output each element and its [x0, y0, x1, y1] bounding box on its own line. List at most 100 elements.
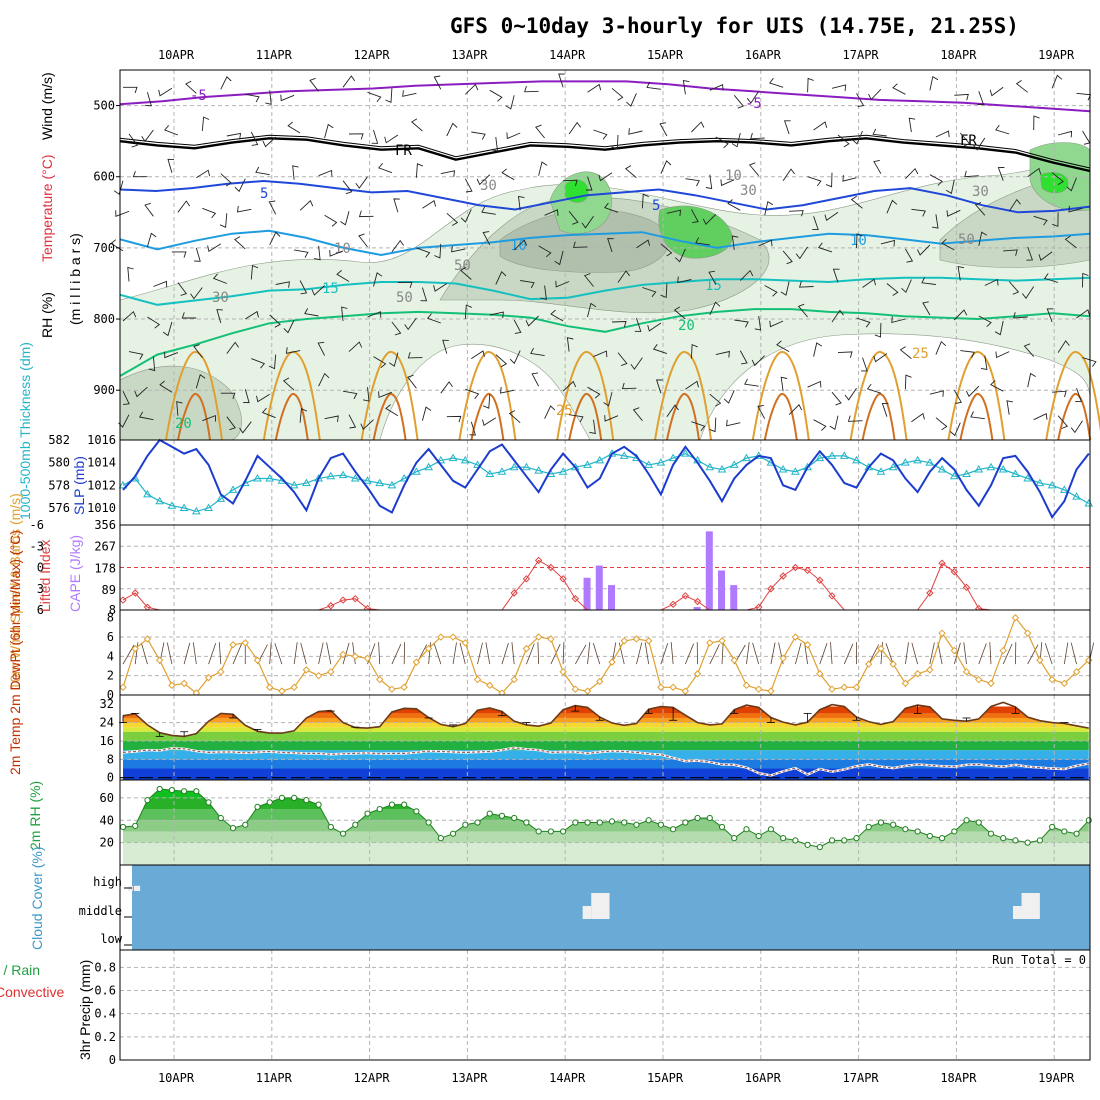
wind-barb: [348, 133, 364, 140]
pressure-tick-label: 600: [93, 170, 115, 184]
wind-barb: [287, 121, 301, 134]
wind10m-point: [583, 687, 592, 695]
rh2m-point: [254, 803, 261, 810]
wind10m-point: [816, 670, 824, 678]
wind10m-barb: [537, 642, 540, 665]
wind-barb: [268, 200, 277, 215]
wind-barb: [682, 79, 690, 95]
wind-barb: [946, 209, 961, 217]
wind-barb: [282, 377, 295, 391]
wind-barb: [226, 132, 242, 140]
wind-barb: [978, 231, 988, 246]
wind-barb: [451, 245, 466, 253]
thickness-point: [436, 455, 446, 464]
wind-barb: [702, 213, 717, 225]
lifted-index-point: [779, 572, 787, 580]
wind-barb: [709, 301, 721, 316]
wind-barb: [892, 83, 906, 95]
wind-barb: [856, 93, 865, 108]
wind-barb: [465, 388, 480, 399]
wind-barb: [269, 314, 281, 328]
wind-barb: [832, 268, 840, 283]
wind-barb: [862, 278, 877, 288]
rh-shading: [379, 343, 591, 441]
wind10m-barb: [141, 642, 148, 665]
wind-barb: [569, 414, 584, 423]
wind10m-barb: [770, 642, 776, 665]
wind10m-barb: [550, 644, 561, 665]
isotherm-warm: [458, 351, 517, 441]
precip-tick-label: 0.6: [94, 984, 116, 998]
date-label-bottom: 18APR: [940, 1071, 977, 1085]
thickness-point: [668, 453, 678, 462]
wind-barb: [285, 347, 301, 354]
wind-barb: [265, 90, 272, 105]
wind-barb: [886, 199, 898, 214]
cape-bar: [718, 570, 726, 610]
rh2m-point: [841, 837, 848, 844]
wind-barb: [558, 73, 565, 88]
wind-barb: [144, 202, 154, 217]
wind-barb: [520, 280, 535, 289]
wind10m-point: [742, 681, 751, 690]
wind-barb: [489, 89, 503, 102]
wind-barb: [970, 411, 985, 420]
lifted-index-point: [681, 592, 690, 600]
wind-barb: [750, 132, 765, 140]
wind-barb: [954, 93, 969, 101]
wind10m-point: [351, 652, 359, 661]
wind-barb: [709, 84, 724, 91]
wind10m-barb: [963, 642, 967, 665]
lifted-index-point: [803, 566, 812, 575]
wind-barb: [901, 279, 912, 294]
wind-barb: [314, 245, 321, 261]
wind-barb: [1043, 273, 1059, 283]
thickness-point: [974, 464, 984, 473]
wind-barb: [1082, 272, 1089, 288]
thickness-point: [986, 462, 996, 471]
wind-barb: [957, 266, 965, 281]
wind-barb: [994, 320, 1004, 336]
wind-barb: [831, 309, 844, 323]
cape-bar: [608, 585, 615, 610]
wind-barb: [758, 239, 773, 247]
cloud-cover-panel: high middle low: [79, 864, 1091, 951]
wind-barb: [348, 414, 357, 429]
wind-barb: [754, 315, 762, 331]
wind10m-barb: [562, 642, 565, 665]
wind-barb: [378, 163, 393, 174]
rh2m-point: [1085, 817, 1092, 824]
wind-barb: [899, 346, 912, 359]
date-label-top: 16APR: [745, 48, 782, 62]
wind-barb: [837, 351, 853, 358]
lifted-index-point: [510, 589, 518, 597]
temp-band: [123, 722, 1089, 728]
cloud-level-label: middle: [79, 904, 122, 918]
wind-barb: [1008, 198, 1021, 212]
lifted-index-point: [547, 563, 555, 572]
rh2m-point: [608, 818, 616, 825]
wind-barb: [632, 407, 643, 421]
wind-barb: [748, 162, 760, 176]
contour-label: 25: [912, 346, 929, 362]
rh2m-point: [621, 819, 628, 826]
wind-barb: [660, 283, 668, 299]
wind10m-point: [1085, 656, 1093, 664]
rh2m-point: [156, 785, 163, 793]
wind-barb: [856, 317, 871, 328]
thickness-point: [705, 462, 715, 471]
isotherm-FR-outline: [119, 134, 1091, 169]
wind-barb: [757, 404, 766, 419]
rh-band: [123, 820, 1089, 832]
thickness-point: [167, 501, 177, 509]
wind-barb: [769, 320, 784, 328]
wind-barb: [660, 243, 673, 257]
thickness-point: [1084, 498, 1094, 507]
wind10m-point: [889, 660, 897, 668]
date-label-top: 14APR: [549, 48, 586, 62]
wind-tick-label: 2: [107, 669, 114, 683]
wind-barb: [911, 208, 926, 217]
wind10m-barb: [477, 642, 483, 665]
wind-barb: [517, 195, 525, 211]
rh2m-point: [181, 788, 188, 795]
